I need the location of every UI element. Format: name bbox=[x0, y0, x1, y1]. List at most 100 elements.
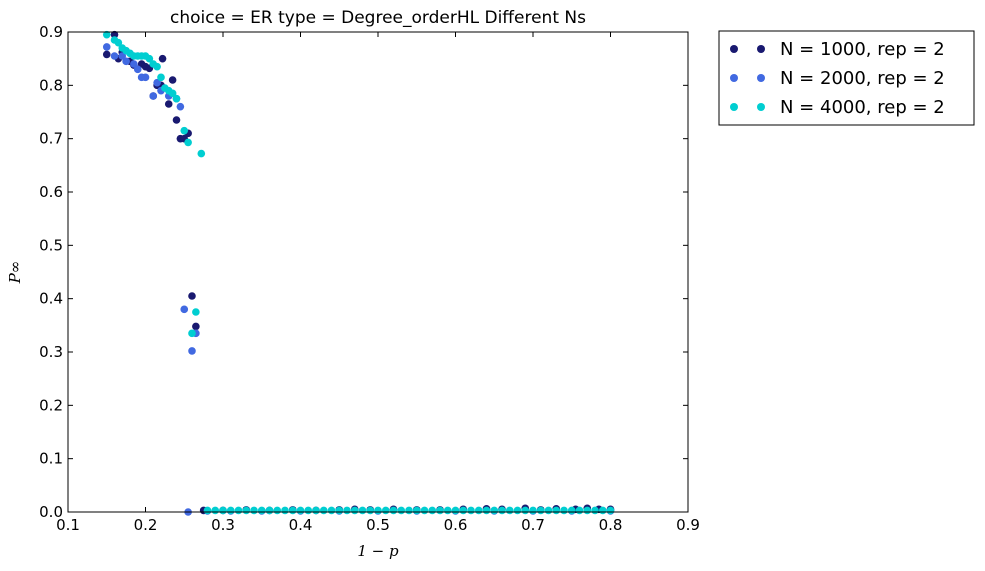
x-tick-label: 0.2 bbox=[134, 516, 158, 534]
data-point bbox=[374, 506, 382, 515]
y-axis-label: P∞ bbox=[6, 261, 24, 285]
data-point bbox=[164, 100, 173, 108]
data-point bbox=[312, 506, 320, 515]
data-point bbox=[358, 506, 367, 515]
data-point bbox=[552, 506, 561, 515]
data-point bbox=[158, 54, 167, 63]
data-point bbox=[172, 94, 181, 103]
data-point bbox=[157, 73, 165, 82]
data-point bbox=[381, 506, 390, 515]
data-point bbox=[184, 138, 192, 147]
data-point bbox=[366, 506, 375, 515]
data-point bbox=[397, 506, 406, 515]
data-point bbox=[350, 506, 359, 515]
data-point bbox=[250, 506, 258, 515]
data-point bbox=[153, 62, 161, 71]
x-axis-label: 1 − p bbox=[357, 542, 399, 560]
data-point bbox=[412, 506, 421, 515]
data-point bbox=[145, 54, 154, 63]
data-point bbox=[459, 506, 468, 515]
data-point bbox=[513, 506, 522, 515]
x-tick-labels: 0.1 0.2 0.3 0.4 0.5 0.6 0.7 0.8 0.9 bbox=[56, 516, 700, 534]
data-point bbox=[575, 506, 584, 515]
legend-marker bbox=[757, 74, 765, 82]
data-point bbox=[265, 506, 274, 515]
data-point bbox=[436, 506, 444, 515]
data-point bbox=[451, 506, 460, 515]
y-tick-label: 0.5 bbox=[39, 236, 63, 254]
data-point bbox=[110, 52, 119, 60]
data-point bbox=[536, 506, 545, 515]
x-tick-label: 0.1 bbox=[56, 516, 80, 534]
data-point bbox=[474, 506, 483, 515]
data-point bbox=[168, 89, 177, 98]
data-point bbox=[521, 506, 530, 515]
data-point bbox=[172, 116, 181, 124]
data-point bbox=[141, 73, 150, 82]
data-point bbox=[176, 102, 185, 111]
data-point bbox=[188, 329, 196, 338]
data-point bbox=[211, 506, 220, 515]
data-point bbox=[203, 506, 212, 515]
y-tick-label: 0.6 bbox=[39, 183, 63, 201]
y-tick-label: 0.4 bbox=[39, 290, 63, 308]
legend-marker bbox=[757, 103, 765, 111]
x-tick-label: 0.5 bbox=[366, 516, 390, 534]
x-tick-label: 0.7 bbox=[521, 516, 545, 534]
legend-label: N = 1000, rep = 2 bbox=[780, 39, 945, 60]
data-point bbox=[467, 506, 475, 515]
data-point bbox=[443, 506, 452, 515]
data-point bbox=[405, 506, 413, 515]
data-point bbox=[327, 506, 336, 515]
y-tick-label: 0.8 bbox=[39, 76, 63, 94]
data-point bbox=[389, 506, 398, 515]
data-point bbox=[192, 308, 200, 316]
data-point bbox=[583, 506, 592, 515]
data-point bbox=[114, 38, 123, 47]
data-point bbox=[168, 76, 177, 84]
data-point bbox=[304, 506, 313, 515]
data-point bbox=[149, 92, 158, 100]
data-point bbox=[606, 506, 615, 515]
data-point bbox=[153, 78, 161, 87]
data-point bbox=[567, 506, 576, 515]
data-point bbox=[529, 506, 537, 515]
y-tick-labels: 0.0 0.1 0.2 0.3 0.4 0.5 0.6 0.7 0.8 0.9 bbox=[39, 23, 63, 521]
data-point bbox=[118, 52, 127, 60]
data-point bbox=[420, 506, 429, 515]
data-point bbox=[234, 506, 243, 515]
y-tick-label: 0.1 bbox=[39, 450, 63, 468]
legend-marker bbox=[757, 45, 765, 53]
data-point bbox=[281, 506, 289, 515]
data-point bbox=[102, 43, 111, 51]
data-point bbox=[226, 506, 235, 515]
legend-label: N = 4000, rep = 2 bbox=[780, 97, 945, 118]
y-tick-label: 0.9 bbox=[39, 23, 63, 41]
chart-title: choice = ER type = Degree_orderHL Differ… bbox=[170, 8, 586, 28]
x-tick-label: 0.9 bbox=[676, 516, 700, 534]
data-point bbox=[490, 506, 499, 515]
data-point bbox=[192, 322, 200, 331]
data-point bbox=[319, 506, 328, 515]
data-point bbox=[560, 506, 568, 515]
data-point bbox=[180, 126, 189, 135]
y-tick-label: 0.2 bbox=[39, 396, 63, 414]
data-point bbox=[133, 65, 142, 74]
y-tick-label: 0.3 bbox=[39, 343, 63, 361]
data-point bbox=[505, 506, 514, 515]
x-tick-label: 0.6 bbox=[444, 516, 468, 534]
data-point bbox=[257, 506, 266, 515]
data-point bbox=[591, 506, 599, 515]
data-point bbox=[188, 292, 196, 300]
legend-items: N = 1000, rep = 2 N = 2000, rep = 2 N = 40… bbox=[730, 39, 945, 118]
data-point bbox=[343, 506, 351, 515]
plot-area-frame bbox=[67, 31, 689, 513]
y-tick-label: 0.7 bbox=[39, 130, 63, 148]
legend: N = 1000, rep = 2 N = 2000, rep = 2 N = 40… bbox=[718, 30, 975, 126]
x-tick-label: 0.4 bbox=[289, 516, 313, 534]
data-point bbox=[102, 50, 111, 59]
data-point bbox=[544, 506, 553, 515]
data-point bbox=[180, 305, 189, 314]
data-point bbox=[498, 506, 506, 515]
